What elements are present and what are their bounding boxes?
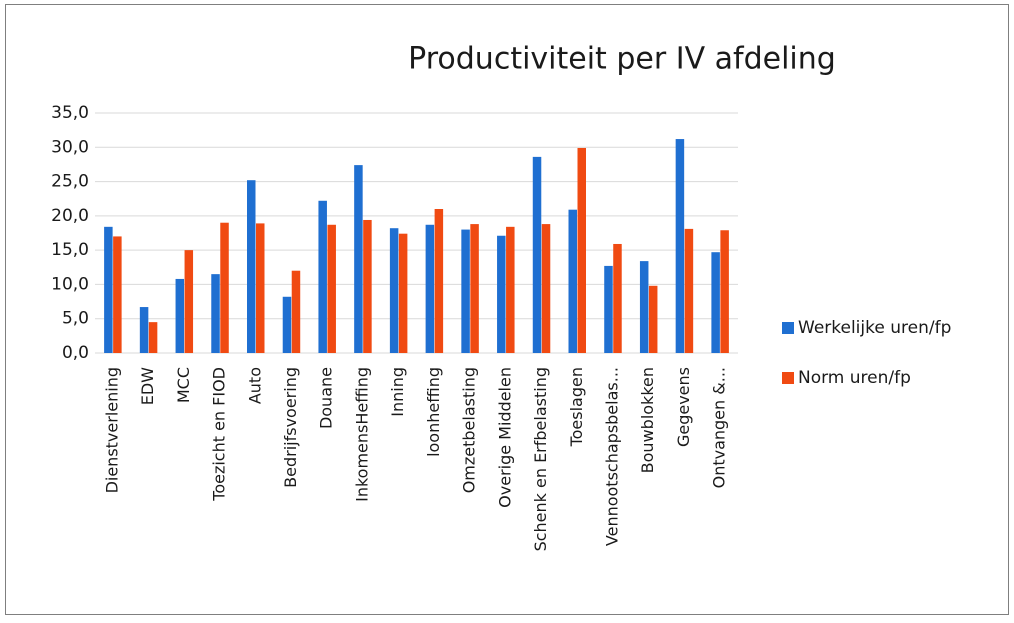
bar xyxy=(461,229,470,353)
bar xyxy=(139,307,149,353)
x-tick-label: Omzetbelasting xyxy=(460,367,479,493)
bar xyxy=(711,252,720,353)
bar xyxy=(497,235,506,353)
bar xyxy=(389,228,399,353)
bar xyxy=(398,233,408,353)
x-tick-label: Schenk en Erfbelasting xyxy=(531,367,550,551)
y-tick-label: 20,0 xyxy=(51,206,89,226)
y-tick-label: 5,0 xyxy=(62,309,89,329)
y-tick-label: 25,0 xyxy=(51,172,89,192)
bar xyxy=(104,226,113,353)
x-tick-label: Gegevens xyxy=(674,367,693,447)
bar xyxy=(148,322,158,353)
chart-title: Productiviteit per IV afdeling xyxy=(408,42,836,77)
x-tick-label: Bedrijfsvoering xyxy=(281,367,300,488)
bar xyxy=(282,296,292,353)
y-tick-label: 0,0 xyxy=(62,343,89,363)
x-tick-label: Auto xyxy=(245,367,264,404)
bar xyxy=(506,226,515,353)
bar xyxy=(184,250,194,353)
bar xyxy=(354,165,363,353)
legend-swatch xyxy=(782,372,794,384)
bar xyxy=(327,224,336,353)
x-tick-label: Ontvangen &... xyxy=(710,367,729,488)
x-tick-label: loonheffing xyxy=(424,367,443,457)
y-tick-label: 10,0 xyxy=(51,274,89,294)
bar xyxy=(211,274,220,353)
bar xyxy=(175,278,185,353)
bar xyxy=(675,139,685,353)
bar xyxy=(247,180,256,353)
legend-label: Werkelijke uren/fp xyxy=(798,318,951,338)
bar xyxy=(425,224,435,353)
y-tick-label: 35,0 xyxy=(51,103,89,123)
bar xyxy=(470,224,479,353)
bar xyxy=(256,223,265,353)
x-tick-label: Inning xyxy=(388,367,407,417)
bar xyxy=(577,147,586,353)
bar xyxy=(639,261,649,353)
y-tick-label: 15,0 xyxy=(51,240,89,260)
legend-swatch xyxy=(782,322,794,334)
x-tick-label: EDW xyxy=(138,367,157,405)
legend-label: Norm uren/fp xyxy=(798,368,911,388)
bar xyxy=(113,236,122,353)
y-tick-label: 30,0 xyxy=(51,137,89,157)
bar xyxy=(532,156,542,353)
x-tick-label: Toezicht en FIOD xyxy=(210,367,229,502)
bar xyxy=(318,200,327,353)
bar xyxy=(720,230,729,353)
x-tick-label: Bouwblokken xyxy=(638,367,657,473)
x-tick-label: MCC xyxy=(174,367,193,403)
x-tick-label: Overige Middelen xyxy=(495,367,514,508)
bar xyxy=(613,243,622,353)
bar xyxy=(291,270,301,353)
x-tick-label: Douane xyxy=(317,367,336,429)
x-tick-label: Toeslagen xyxy=(567,367,586,447)
bar xyxy=(541,224,551,353)
x-tick-label: Vennootschapsbelas... xyxy=(602,367,621,546)
bar xyxy=(363,219,372,353)
x-tick-label: Dienstverlening xyxy=(102,367,121,493)
bar xyxy=(604,265,613,353)
bar xyxy=(568,209,577,353)
bar xyxy=(434,209,444,353)
bar xyxy=(684,228,694,353)
x-tick-label: InkomensHeffing xyxy=(352,367,371,502)
bar xyxy=(220,222,229,353)
bar xyxy=(648,285,658,353)
